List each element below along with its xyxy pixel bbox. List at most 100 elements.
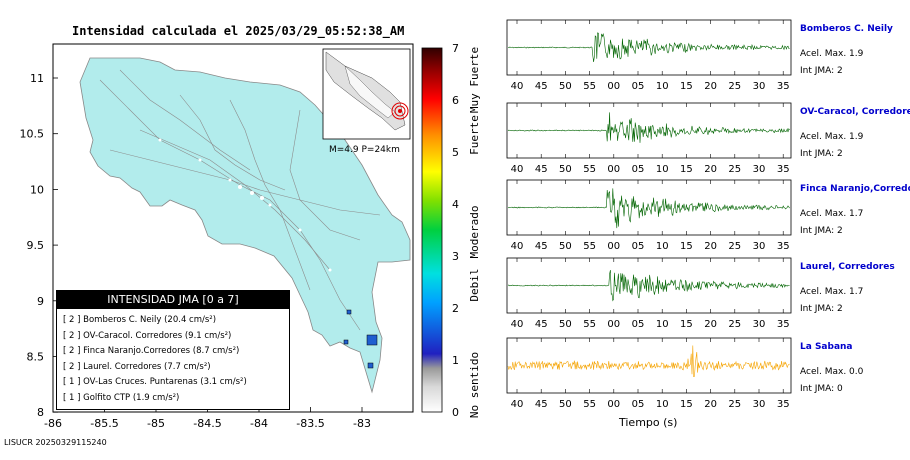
- legend-item: [ 2 ] Laurel. Corredores (7.7 cm/s²): [63, 361, 211, 372]
- colorbar-level-label: Debil: [468, 268, 481, 301]
- station-name: Finca Naranjo,Corredores: [800, 184, 910, 194]
- x-tick-label: 40: [511, 81, 524, 92]
- x-tick-label: 25: [728, 241, 741, 252]
- station-int: Int JMA: 2: [800, 149, 843, 159]
- waveform-trace: [507, 112, 790, 143]
- x-tick-label: 45: [535, 399, 548, 410]
- legend-item: [ 2 ] Bomberos C. Neily (20.4 cm/s²): [63, 315, 217, 325]
- colorbar-tick: 3: [452, 250, 459, 263]
- station-acel: Acel. Max. 1.7: [800, 209, 864, 219]
- map-x-tick: -85.5: [90, 417, 118, 430]
- x-tick-label: 10: [656, 81, 669, 92]
- station-name: Laurel, Corredores: [800, 262, 895, 272]
- station-acel: Acel. Max. 1.9: [800, 49, 864, 59]
- x-tick-label: 20: [704, 319, 717, 330]
- map-x-tick: -84: [250, 417, 268, 430]
- x-tick-label: 25: [728, 164, 741, 175]
- waveform-panels: 40 45 50 55 00 05 10 15 20 25 30 35 40 45 50 55 00 05 10 15…: [506, 19, 792, 410]
- colorbar-tick: 0: [452, 406, 459, 419]
- x-tick-label: 05: [632, 319, 645, 330]
- x-tick-label: 20: [704, 81, 717, 92]
- x-tick-label: 15: [680, 241, 693, 252]
- legend-item: [ 2 ] Finca Naranjo.Corredores (8.7 cm/s…: [63, 346, 240, 356]
- colorbar-level-label: Muy Fuerte: [468, 47, 481, 113]
- colorbar-level-label: Moderado: [468, 206, 481, 259]
- x-tick-label: 30: [753, 81, 766, 92]
- x-tick-label: 10: [656, 164, 669, 175]
- x-tick-label: 15: [680, 164, 693, 175]
- x-tick-label: 45: [535, 241, 548, 252]
- legend-item: [ 1 ] OV-Las Cruces. Puntarenas (3.1 cm/…: [63, 377, 247, 387]
- waveform-trace: [507, 32, 790, 63]
- station-marker: [366, 334, 378, 346]
- map-frame: [52, 43, 414, 413]
- x-tick-label: 50: [559, 399, 572, 410]
- x-tick-label: 15: [680, 81, 693, 92]
- station-acel: Acel. Max. 1.9: [800, 132, 864, 142]
- x-tick-label: 10: [656, 399, 669, 410]
- x-tick-label: 25: [728, 399, 741, 410]
- map-y-tick: 9: [37, 295, 44, 308]
- station-int: Int JMA: 0: [800, 384, 843, 394]
- road-network: [99, 69, 381, 331]
- x-tick-label: 00: [607, 164, 620, 175]
- colorbar-levels: No sentido Debil Moderado Fuerte Muy Fuerte: [468, 47, 481, 418]
- x-tick-label: 25: [728, 319, 741, 330]
- map-x-axis: -86 -85.5 -85 -84.5 -84 -83.5 -83: [44, 407, 371, 430]
- footer-id: LISUCR 20250329115240: [4, 438, 107, 447]
- x-tick-label: 10: [656, 241, 669, 252]
- colorbar-tick: 4: [452, 198, 459, 211]
- x-tick-label: 50: [559, 319, 572, 330]
- x-tick-label: 00: [607, 241, 620, 252]
- x-tick-label: 20: [704, 241, 717, 252]
- x-tick-label: 45: [535, 81, 548, 92]
- station-marker: [367, 362, 374, 369]
- x-tick-label: 50: [559, 164, 572, 175]
- x-tick-label: 05: [632, 399, 645, 410]
- x-tick-label: 05: [632, 81, 645, 92]
- legend-item: [ 2 ] OV-Caracol. Corredores (9.1 cm/s²): [63, 330, 232, 341]
- x-tick-label: 20: [704, 164, 717, 175]
- x-tick-label: 05: [632, 241, 645, 252]
- map-y-tick: 8: [37, 406, 44, 419]
- x-tick-label: 55: [583, 164, 596, 175]
- x-tick-label: 40: [511, 319, 524, 330]
- x-tick-label: 30: [753, 241, 766, 252]
- map-y-axis: 11 10.5 10 9.5 9 8.5 8: [20, 72, 58, 419]
- map-x-tick: -83: [353, 417, 371, 430]
- map-y-tick: 10: [30, 183, 44, 196]
- waveform-panel: 40 45 50 55 00 05 10 15 20 25 30 35: [506, 337, 792, 410]
- map-y-tick: 9.5: [27, 239, 45, 252]
- station-marker: [346, 309, 352, 315]
- waveform-trace: [507, 345, 790, 377]
- x-tick-label: 40: [511, 241, 524, 252]
- x-tick-label: 45: [535, 319, 548, 330]
- map-x-tick: -86: [44, 417, 62, 430]
- colorbar-ticks: 0 1 2 3 4 5 6 7: [452, 42, 459, 419]
- inset-label: M=4.9 P=24km: [329, 145, 400, 155]
- station-int: Int JMA: 2: [800, 226, 843, 236]
- map-x-tick: -85: [147, 417, 165, 430]
- x-tick-label: 20: [704, 399, 717, 410]
- station-int: Int JMA: 2: [800, 304, 843, 314]
- x-axis-title: Tiempo (s): [619, 416, 678, 429]
- station-acel: Acel. Max. 0.0: [800, 367, 864, 377]
- x-tick-label: 25: [728, 81, 741, 92]
- city-points: [158, 138, 332, 272]
- colorbar-tick: 5: [452, 146, 459, 159]
- x-tick-label: 40: [511, 164, 524, 175]
- x-tick-label: 55: [583, 399, 596, 410]
- station-name: OV-Caracol, Corredores: [800, 107, 910, 117]
- map-y-tick: 11: [30, 72, 44, 85]
- x-tick-label: 35: [777, 319, 790, 330]
- map-x-tick: -84.5: [193, 417, 221, 430]
- x-tick-label: 55: [583, 81, 596, 92]
- colorbar-level-label: No sentido: [468, 352, 481, 418]
- station-acel: Acel. Max. 1.7: [800, 287, 864, 297]
- x-tick-label: 40: [511, 399, 524, 410]
- map-y-tick: 10.5: [20, 128, 45, 141]
- x-tick-label: 00: [607, 399, 620, 410]
- waveform-panel: 40 45 50 55 00 05 10 15 20 25 30 35: [506, 179, 792, 252]
- map-title: Intensidad calculada el 2025/03/29_05:52…: [72, 24, 405, 38]
